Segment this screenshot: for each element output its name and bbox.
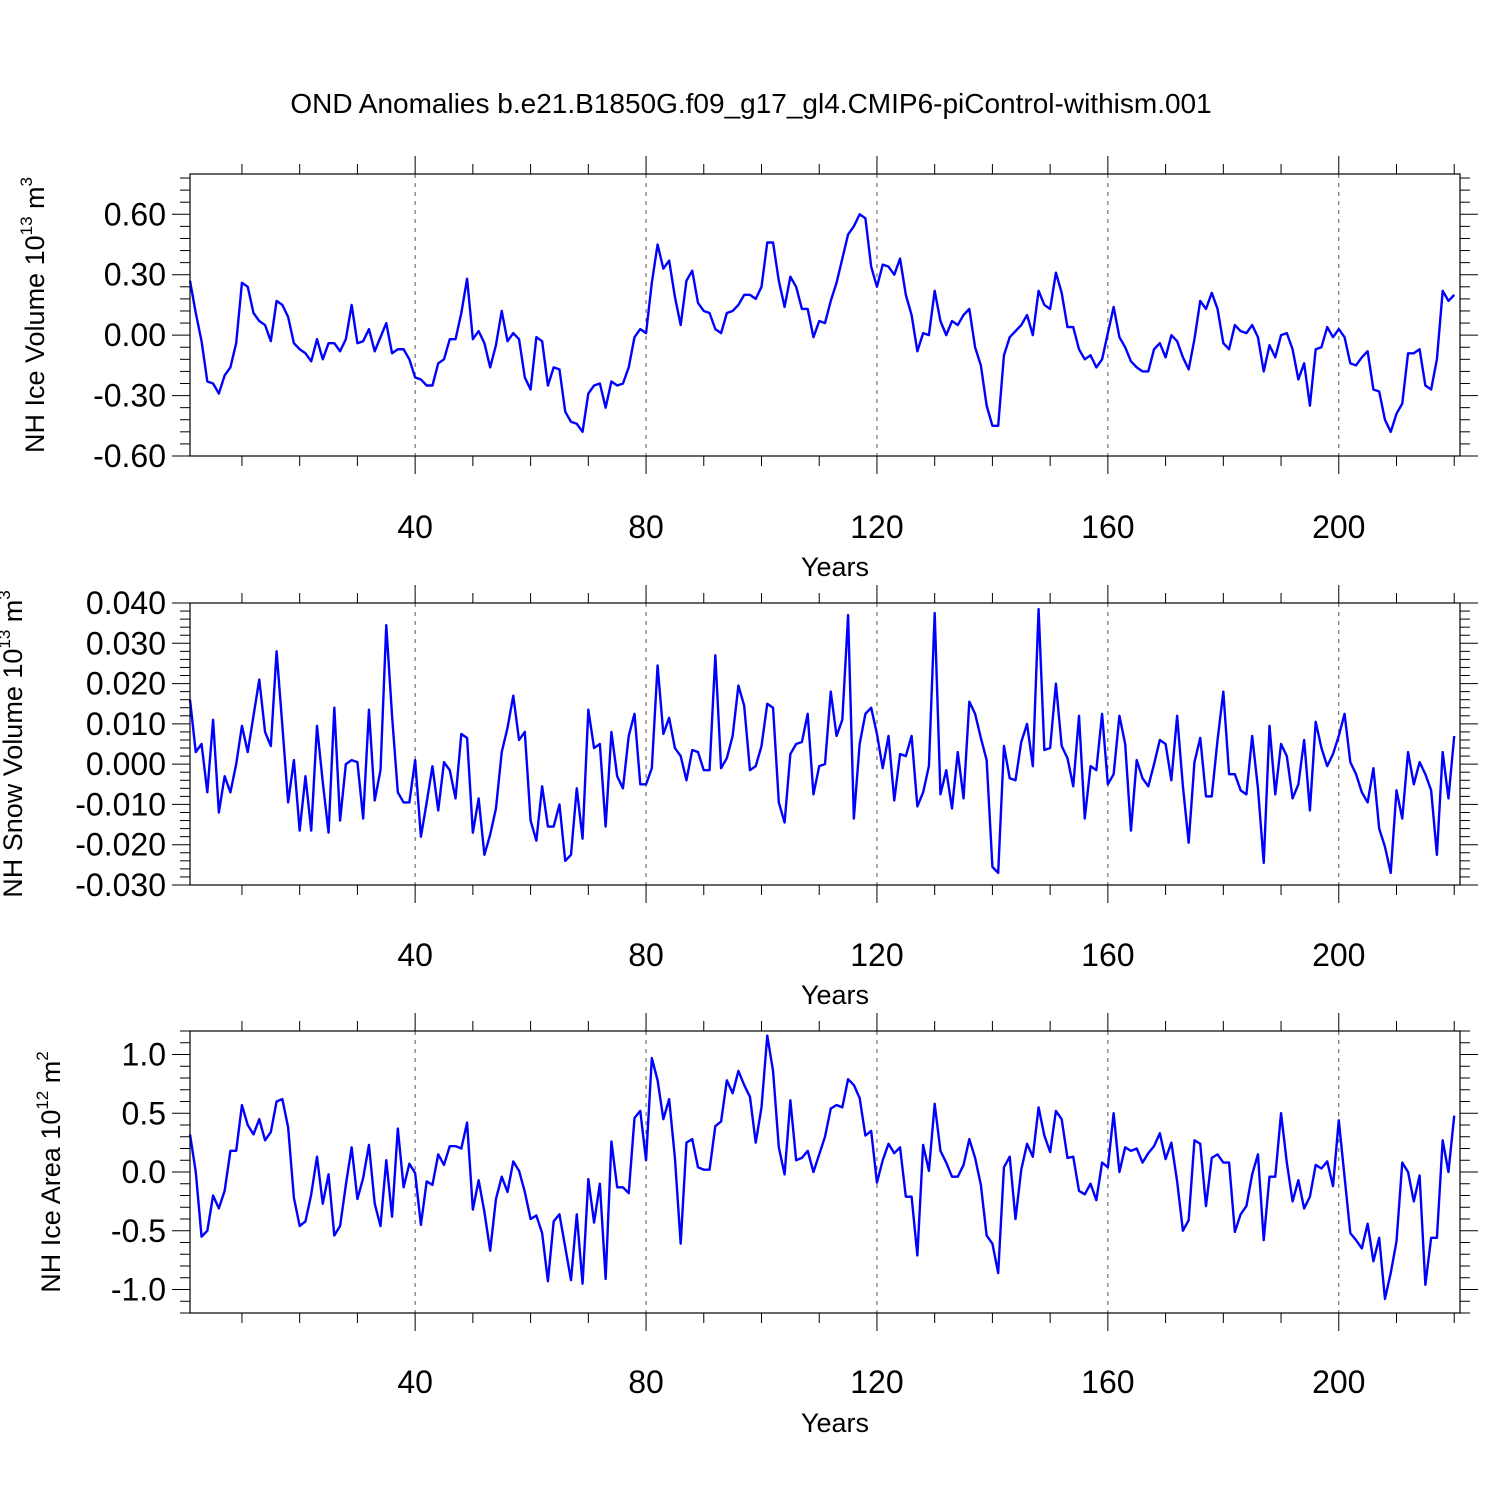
- figure-title: OND Anomalies b.e21.B1850G.f09_g17_gl4.C…: [290, 88, 1211, 119]
- x-tick-label: 200: [1312, 509, 1365, 545]
- panel-1: 40 80 120 160 200 -0.60 -0.30 0.00 0.30 0.60 Years…: [17, 156, 1478, 582]
- x-axis-title: Years: [801, 552, 869, 582]
- x-axis-title: Years: [801, 980, 869, 1010]
- y-axis-title: NH Ice Volume 1013 m3: [17, 177, 50, 453]
- y-tick-label: -0.5: [111, 1213, 166, 1249]
- x-tick-label: 160: [1081, 937, 1134, 973]
- y-tick-label: 0.30: [104, 257, 166, 293]
- y-tick-label: 0.60: [104, 196, 166, 232]
- y-axis-title: NH Snow Volume 1013 m3: [0, 590, 28, 898]
- x-tick-label: 80: [628, 1364, 664, 1400]
- plot-frame: [189, 1030, 1461, 1314]
- x-tick-label: 80: [628, 937, 664, 973]
- y-axis-title-part: NH Snow Volume 10: [0, 649, 28, 898]
- x-tick-label: 120: [850, 509, 903, 545]
- x-tick-label: 160: [1081, 509, 1134, 545]
- y-axis-title-part: 13: [17, 216, 36, 235]
- y-axis-title-part: 3: [0, 590, 14, 599]
- y-axis-title-part: m: [36, 1061, 66, 1091]
- y-axis-title-part: NH Ice Volume 10: [20, 235, 50, 453]
- panel-2: 40 80 120 160 200 -0.030 -0.020 -0.010 0.000 0.01…: [0, 585, 1478, 1010]
- y-tick-label: -0.30: [93, 378, 166, 414]
- y-axis-title-part: m: [0, 600, 28, 630]
- x-tick-label: 200: [1312, 937, 1365, 973]
- series-line: [188, 1034, 1456, 1301]
- plot-frame: [189, 602, 1461, 886]
- y-axis-title-part: 3: [17, 177, 36, 186]
- y-tick-label: -1.0: [111, 1272, 166, 1308]
- x-tick-label: 120: [850, 937, 903, 973]
- x-tick-label: 80: [628, 509, 664, 545]
- plot-frame: [189, 173, 1461, 457]
- y-tick-label: 1.0: [122, 1037, 166, 1073]
- series-line: [188, 607, 1456, 875]
- x-tick-label: 160: [1081, 1364, 1134, 1400]
- x-tick-label: 40: [397, 1364, 433, 1400]
- y-tick-label: 0.010: [86, 706, 166, 742]
- y-tick-label: 0.00: [104, 317, 166, 353]
- y-tick-label: -0.030: [75, 867, 166, 903]
- y-tick-label: 0.5: [122, 1095, 166, 1131]
- x-axis-title: Years: [801, 1408, 869, 1438]
- y-axis-title-part: 13: [0, 630, 14, 649]
- y-axis-title-part: NH Ice Area 10: [36, 1110, 66, 1293]
- y-tick-label: 0.040: [86, 585, 166, 621]
- y-axis-title-part: 12: [33, 1091, 52, 1110]
- y-tick-label: 0.020: [86, 666, 166, 702]
- y-axis-title: NH Ice Area 1012 m2: [33, 1051, 66, 1292]
- y-tick-label: -0.010: [75, 786, 166, 822]
- y-tick-label: -0.020: [75, 827, 166, 863]
- y-axis-title-part: m: [20, 186, 50, 216]
- y-tick-label: 0.0: [122, 1154, 166, 1190]
- x-tick-label: 40: [397, 937, 433, 973]
- y-tick-label: 0.000: [86, 746, 166, 782]
- y-axis-title-part: 2: [33, 1051, 52, 1060]
- y-tick-label: -0.60: [93, 438, 166, 474]
- chart-panels: 40 80 120 160 200 -0.60 -0.30 0.00 0.30 0.60 Years…: [0, 156, 1478, 1438]
- series-line: [188, 213, 1456, 434]
- x-tick-label: 120: [850, 1364, 903, 1400]
- x-tick-label: 40: [397, 509, 433, 545]
- panel-3: 40 80 120 160 200 -1.0 -0.5 0.0 0.5 1.0 Years NH Ic…: [33, 1013, 1478, 1438]
- y-tick-label: 0.030: [86, 625, 166, 661]
- x-tick-label: 200: [1312, 1364, 1365, 1400]
